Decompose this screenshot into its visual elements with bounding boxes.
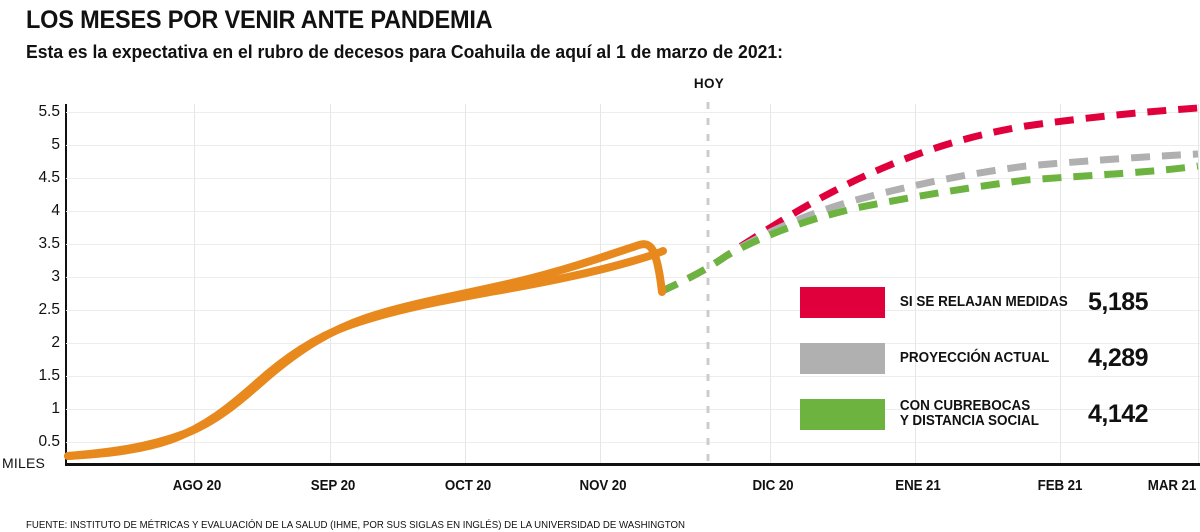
gridline-nov-20 — [600, 104, 601, 463]
legend-swatch-masks-distancing — [800, 398, 885, 430]
gridline-4 — [66, 211, 1200, 212]
legend-value-current-projection: 4,289 — [1088, 343, 1149, 372]
y-tick-5: 5 — [51, 136, 60, 153]
legend-value-relaxed-measures: 5,185 — [1088, 287, 1149, 316]
gridline-1 — [66, 409, 1200, 410]
x-tick-oct-20: OCT 20 — [444, 478, 492, 494]
gridline-ene-21 — [915, 104, 916, 463]
source-note: FUENTE: INSTITUTO DE MÉTRICAS Y EVALUACI… — [26, 519, 685, 531]
legend-label-masks-distancing: CON CUBREBOCAS Y DISTANCIA SOCIAL — [899, 398, 1039, 429]
y-tick-4: 4 — [51, 202, 60, 219]
y-tick-4_5: 4.5 — [38, 169, 60, 186]
y-tick-3_5: 3.5 — [38, 235, 60, 252]
today-marker-line — [706, 102, 710, 463]
y-tick-5_5: 5.5 — [38, 103, 60, 120]
gridline-dic-20 — [770, 104, 771, 463]
x-tick-mar-21: MAR 21 — [1147, 478, 1197, 494]
page-subtitle: Esta es la expectativa en el rubro de de… — [26, 41, 784, 62]
page-title: LOS MESES POR VENIR ANTE PANDEMIA — [26, 6, 493, 34]
y-axis-unit-label: MILES — [2, 455, 46, 471]
y-tick-0_5: 0.5 — [38, 433, 60, 450]
y-tick-2_5: 2.5 — [38, 301, 60, 318]
gridline-feb-21 — [1060, 104, 1061, 463]
y-tick-2: 2 — [51, 334, 60, 351]
y-tick-1: 1 — [51, 400, 60, 417]
x-tick-sep-20: SEP 20 — [310, 478, 356, 494]
gridline-mar-21 — [1198, 104, 1199, 463]
legend-item-masks-distancing: CON CUBREBOCAS Y DISTANCIA SOCIAL 4,142 — [800, 386, 1180, 442]
today-label: HOY — [693, 76, 725, 91]
gridline-0_5 — [66, 442, 1200, 443]
gridline-ago-20 — [194, 104, 195, 463]
x-tick-nov-20: NOV 20 — [579, 478, 627, 494]
legend-swatch-relaxed-measures — [800, 286, 885, 318]
x-tick-ago-20: AGO 20 — [172, 478, 222, 494]
x-tick-feb-21: FEB 21 — [1037, 478, 1083, 494]
y-tick-1_5: 1.5 — [38, 367, 60, 384]
legend-swatch-current-projection — [800, 342, 885, 374]
gridline-4_5 — [66, 178, 1200, 179]
y-tick-3: 3 — [51, 268, 60, 285]
x-axis-line — [65, 463, 1200, 466]
chart-legend: SI SE RELAJAN MEDIDAS 5,185 PROYECCIÓN A… — [800, 274, 1180, 442]
chart-plot-area — [64, 102, 1200, 464]
gridline-1_5 — [66, 376, 1200, 377]
gridline-5_5 — [66, 112, 1200, 113]
x-tick-ene-21: ENE 21 — [895, 478, 941, 494]
legend-item-current-projection: PROYECCIÓN ACTUAL 4,289 — [800, 330, 1180, 386]
legend-label-relaxed-measures: SI SE RELAJAN MEDIDAS — [899, 293, 1068, 310]
x-tick-dic-20: DIC 20 — [752, 478, 794, 494]
y-axis-line — [65, 104, 67, 465]
gridline-2 — [66, 343, 1200, 344]
gridline-oct-20 — [465, 104, 466, 463]
chart-historic-overlay — [64, 247, 667, 460]
gridline-2_5 — [66, 310, 1200, 311]
series-masks-distancing — [658, 162, 1199, 296]
series-historic-line — [64, 247, 667, 460]
legend-label-current-projection: PROYECCIÓN ACTUAL — [899, 349, 1050, 366]
legend-value-masks-distancing: 4,142 — [1088, 399, 1149, 428]
gridline-sep-20 — [330, 104, 331, 463]
gridline-3 — [66, 277, 1200, 278]
legend-item-relaxed-measures: SI SE RELAJAN MEDIDAS 5,185 — [800, 274, 1180, 330]
gridline-5 — [66, 145, 1200, 146]
